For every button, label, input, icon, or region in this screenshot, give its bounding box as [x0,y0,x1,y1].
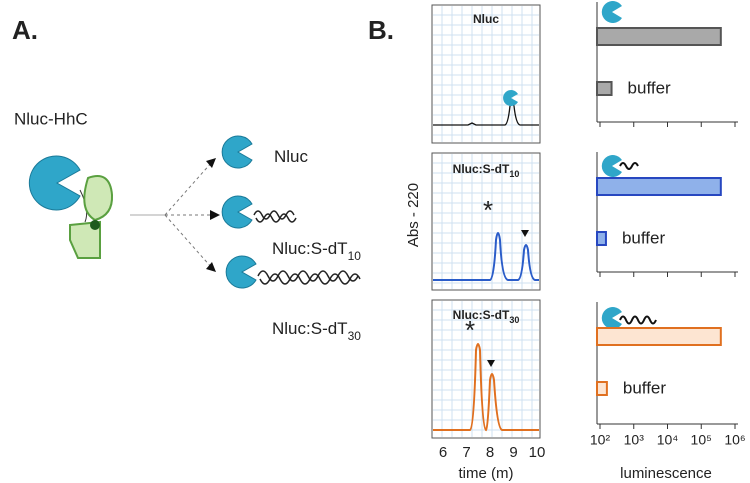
product-text: Nluc:S-dT [272,239,348,258]
x-tick-label: 10⁵ [691,432,712,448]
x-tick-label: 10 [529,444,546,461]
product-icons [221,135,257,289]
bar-label: buffer [628,78,672,97]
y-axis-label: Abs - 220 [405,183,422,247]
grid [433,6,539,437]
product-text: Nluc:S-dT [272,319,348,338]
peak-marker [521,230,529,237]
asterisk: * [465,315,475,345]
bar [596,327,722,346]
bar-label: buffer [623,378,667,397]
bar-icons [601,1,657,330]
bar [596,177,722,196]
construct-icon [28,155,114,259]
x-tick-label: 6 [439,444,447,461]
product-label: Nluc [274,147,309,166]
product-subscript: 10 [348,249,362,263]
chromatogram-title: Nluc:S-dT10 [453,162,520,179]
peak-icon [503,89,518,106]
bar [596,381,608,396]
peak-marker [487,360,495,367]
bar-label: buffer [622,228,666,247]
x-tick-label: 7 [462,444,470,461]
title-text: Nluc [473,12,499,26]
chromatograms: * * Nluc Nluc:S-dT10 Nluc:S-dT30 Abs - 2… [405,4,541,482]
product-subscript: 30 [348,329,362,343]
x-axis-label: luminescence [620,465,712,482]
title-text: Nluc:S-dT [453,308,510,322]
x-axis-label: time (m) [459,465,514,482]
asterisk: * [483,195,493,225]
product-label: Nluc:S-dT10 [272,239,361,263]
chromatogram-title: Nluc [473,12,499,26]
x-tick-label: 10³ [624,432,645,448]
arrows [130,161,214,269]
x-tick-label: 10⁶ [724,432,745,448]
product-label: Nluc:S-dT30 [272,319,361,343]
title-subscript: 30 [509,315,519,325]
chromatogram-title: Nluc:S-dT30 [453,308,520,325]
product-text: Nluc [274,147,309,166]
trace [433,232,539,281]
panel-label: A. [12,15,38,45]
x-tick-label: 9 [509,444,517,461]
panel-label: B. [368,15,394,45]
arrow-heads [206,158,220,272]
dna-strands [253,210,361,285]
title-text: Nluc:S-dT [453,162,510,176]
trace [433,343,539,432]
x-tick-label: 8 [486,444,494,461]
x-tick-label: 10⁴ [657,432,679,448]
bar [596,27,722,46]
title-subscript: 10 [509,169,519,179]
bar [596,231,607,246]
bar [596,81,613,96]
x-tick-label: 10² [590,432,611,448]
construct-label: Nluc-HhC [14,109,88,128]
